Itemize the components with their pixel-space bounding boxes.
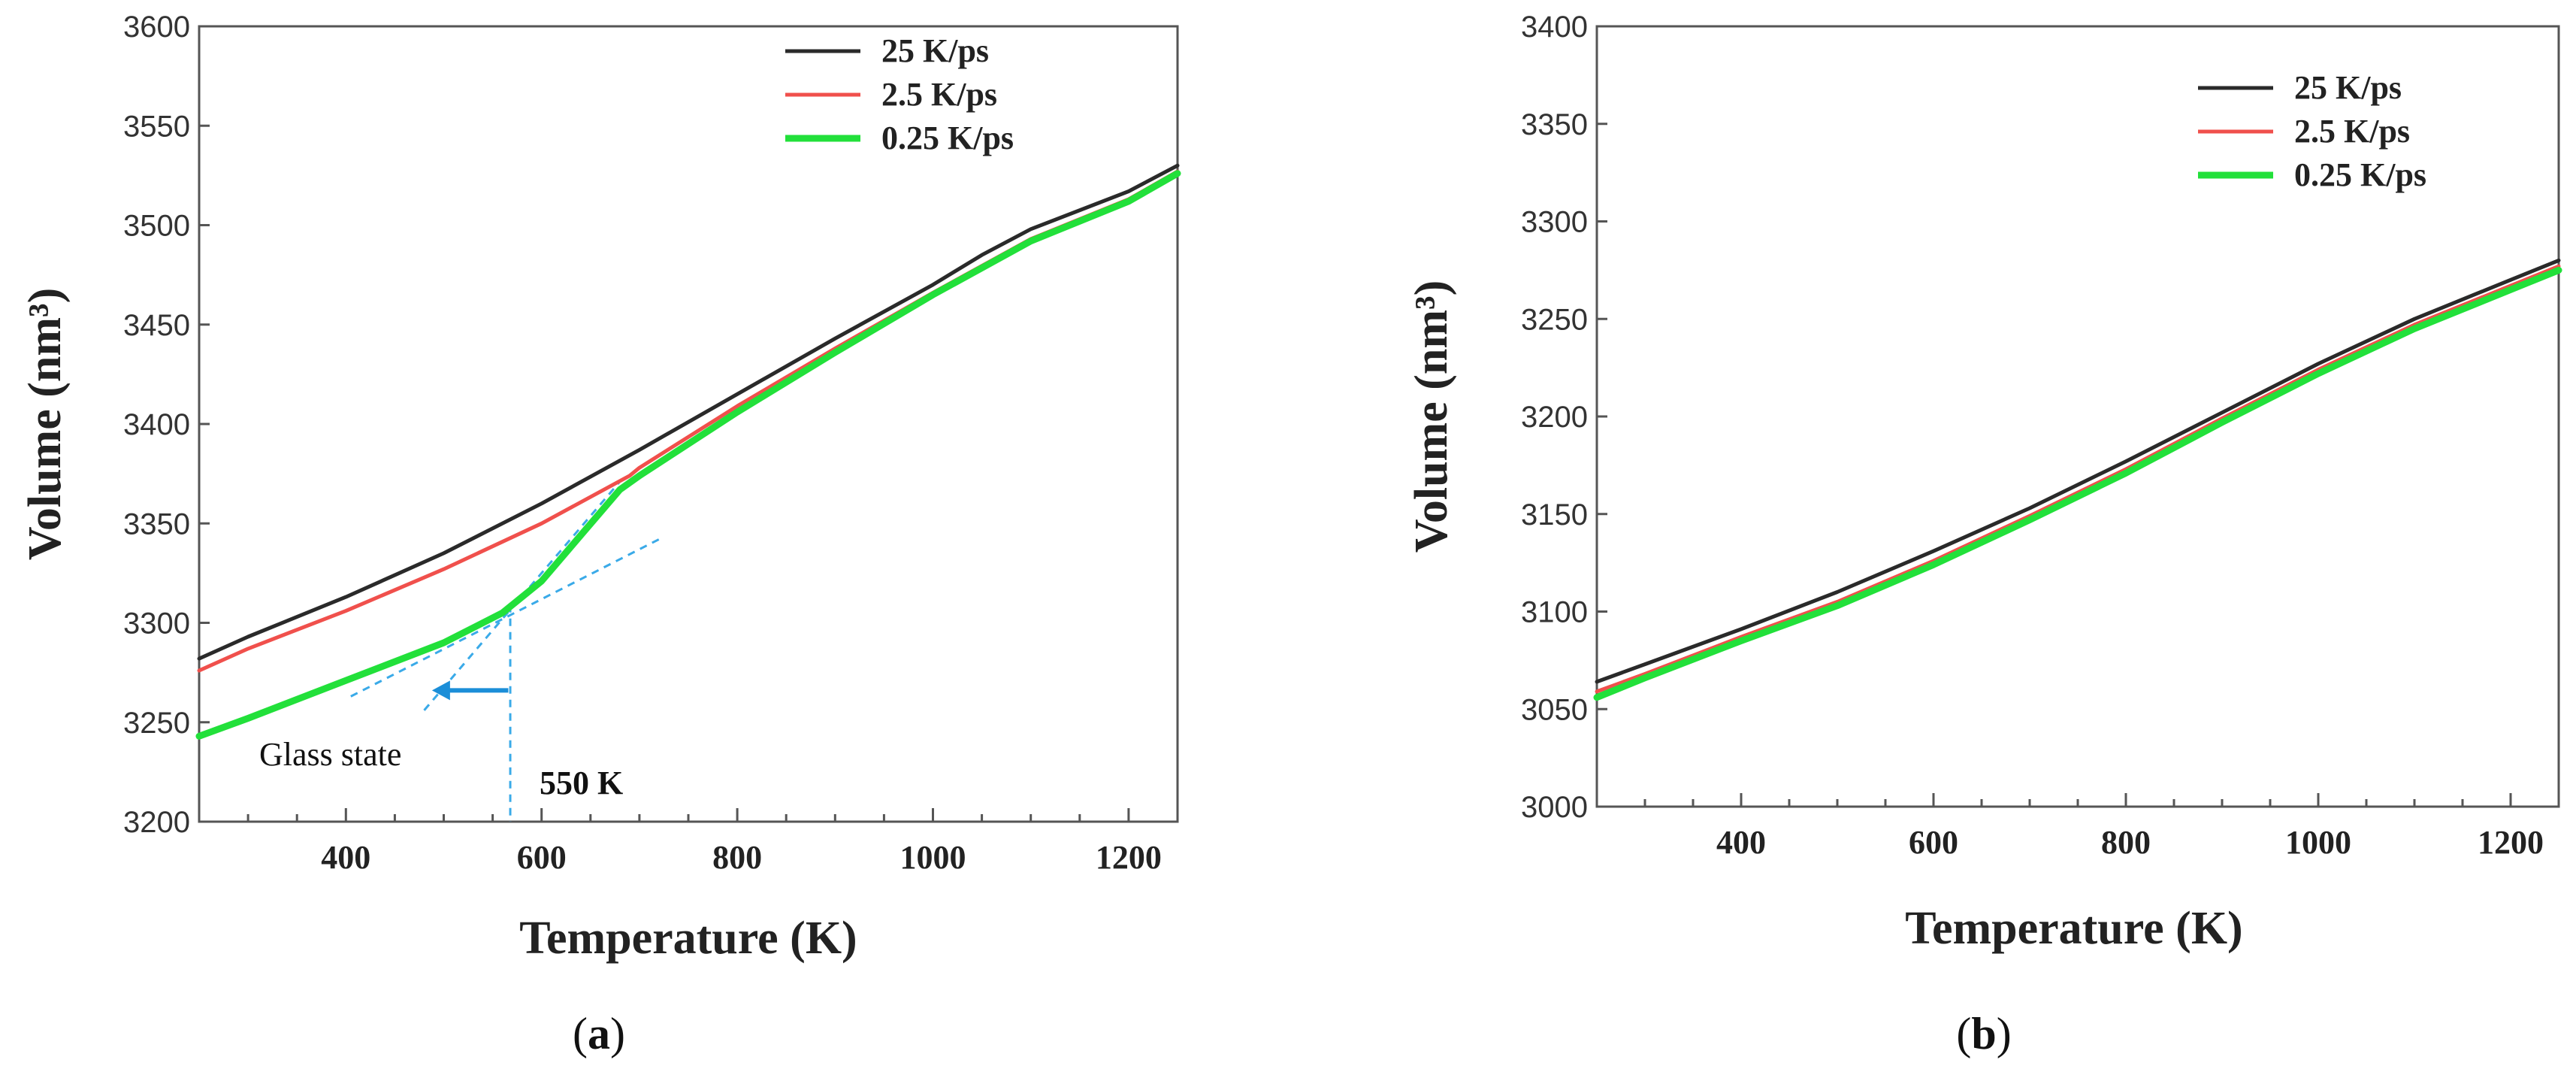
- panel-b-legend: 25 K/ps 2.5 K/ps 0.25 K/ps: [2198, 69, 2426, 193]
- panel-b-legend-label: 2.5 K/ps: [2294, 113, 2410, 150]
- panel-a-chart: 3200 3250 3300 3350 3400 3450 3500 3550 3600 400…: [20, 11, 1181, 1058]
- panel-b-y-tick-label: 3150: [1521, 498, 1588, 531]
- panel-b-legend-label: 25 K/ps: [2294, 69, 2402, 106]
- panel-b-y-tick-label: 3000: [1521, 791, 1588, 824]
- panel-a-y-tick-label: 3550: [123, 110, 190, 143]
- panel-a-caption-letter: a: [588, 1009, 610, 1058]
- panel-a-series-line-2: [195, 170, 1181, 740]
- panel-b-chart: 3000 3050 3100 3150 3200 3250 3300 3350 3400 400…: [1406, 11, 2562, 1058]
- panel-a-y-tick-label: 3300: [123, 607, 190, 640]
- panel-b-x-tick-label: 1200: [2478, 824, 2544, 861]
- panel-a-y-tick-label: 3350: [123, 507, 190, 541]
- panel-a-caption: (a): [573, 1009, 625, 1058]
- panel-a-x-tick-label: 400: [321, 839, 370, 876]
- panel-b-y-tick-label: 3200: [1521, 401, 1588, 434]
- panel-b-x-tick-label: 600: [1909, 824, 1958, 861]
- panel-b-caption: (b): [1956, 1009, 2011, 1058]
- panel-b-series-line-2: [1593, 266, 2562, 701]
- panel-b-y-tick-label: 3100: [1521, 596, 1588, 629]
- panel-a-legend-label: 2.5 K/ps: [881, 76, 997, 113]
- panel-a-x-tick-label: 600: [517, 839, 567, 876]
- panel-a-y-tick-label: 3450: [123, 309, 190, 342]
- panel-b-y-tick-label: 3400: [1521, 11, 1588, 44]
- panel-a-legend: 25 K/ps 2.5 K/ps 0.25 K/ps: [785, 32, 1014, 156]
- panel-b-x-tick-label: 800: [2101, 824, 2151, 861]
- panel-a-y-tick-label: 3500: [123, 210, 190, 243]
- panel-a-y-axis: 3200 3250 3300 3350 3400 3450 3500 3550 3600: [123, 11, 210, 839]
- panel-b-caption-letter: b: [1971, 1009, 1996, 1058]
- panel-b-series-line-0: [1595, 258, 2561, 684]
- panel-a-legend-label: 0.25 K/ps: [881, 120, 1014, 156]
- panel-a-y-tick-label: 3600: [123, 11, 190, 44]
- panel-a-x-tick-label: 800: [712, 839, 762, 876]
- panel-b-series: [1593, 258, 2562, 701]
- panel-a-x-axis-label: Temperature (K): [519, 913, 857, 964]
- glass-tangent-line: [350, 538, 660, 698]
- panel-b-legend-label: 0.25 K/ps: [2294, 156, 2426, 193]
- transition-arrowhead: [431, 680, 450, 701]
- temperature-550k-label: 550 K: [540, 765, 623, 801]
- panel-b-y-axis-label: Volume (nm³): [1406, 280, 1457, 553]
- glass-state-label: Glass state: [259, 736, 401, 773]
- panel-a-y-tick-label: 3200: [123, 806, 190, 839]
- panel-a-x-tick-label: 1000: [900, 839, 966, 876]
- panel-b-x-axis-label: Temperature (K): [1905, 903, 2242, 954]
- panel-b-y-tick-label: 3350: [1521, 108, 1588, 141]
- panel-b-y-axis: 3000 3050 3100 3150 3200 3250 3300 3350 3400: [1521, 11, 1607, 824]
- panel-b-x-tick-label: 1000: [2285, 824, 2351, 861]
- panel-a-y-tick-label: 3400: [123, 408, 190, 441]
- panel-a-y-tick-label: 3250: [123, 707, 190, 740]
- panel-b-y-tick-label: 3250: [1521, 303, 1588, 336]
- panel-b-y-tick-label: 3300: [1521, 206, 1588, 239]
- panel-b-x-axis: 400 600 800 1000 1200: [1595, 793, 2560, 861]
- panel-a-x-axis: 400 600 800 1000 1200: [198, 808, 1179, 876]
- panel-a-x-tick-label: 1200: [1096, 839, 1162, 876]
- panel-b-plot-frame: [1595, 25, 2560, 808]
- panel-a-series: [195, 163, 1181, 740]
- panel-b-x-tick-label: 400: [1716, 824, 1766, 861]
- panel-a-legend-label: 25 K/ps: [881, 32, 989, 69]
- panel-a-series-line-0: [197, 163, 1180, 661]
- panel-b-y-tick-label: 3050: [1521, 693, 1588, 726]
- panel-b-series-line-1: [1595, 264, 2561, 694]
- panel-a-y-axis-label: Volume (nm³): [20, 288, 71, 560]
